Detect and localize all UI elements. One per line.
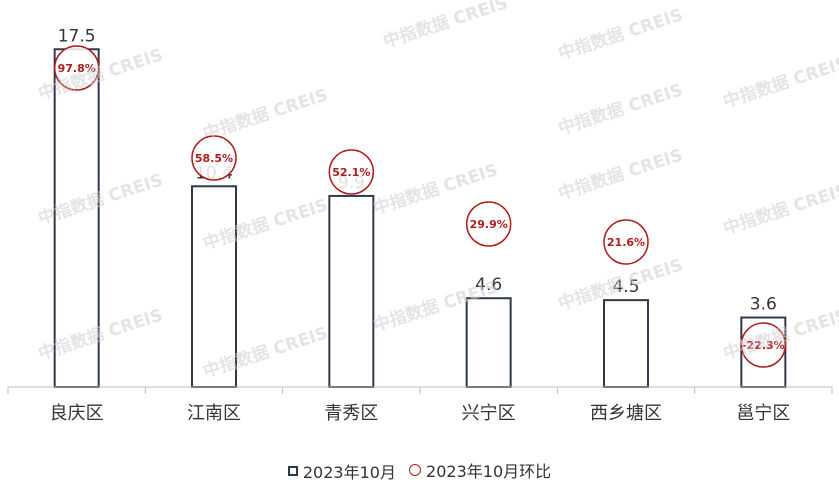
legend-item-circle: 2023年10月环比 [409, 458, 551, 482]
mom-circle [740, 322, 787, 368]
legend: 2023年10月 2023年10月环比 [0, 458, 839, 483]
bar-2 [191, 185, 237, 388]
mom-label: 21.6% [607, 236, 645, 249]
x-tick-label: 邕宁区 [736, 403, 790, 424]
mom-label: 97.8% [58, 62, 96, 75]
mom-circle [603, 219, 649, 265]
x-tick-label: 良庆区 [50, 403, 104, 424]
legend-circle-label: 2023年10月环比 [426, 462, 552, 481]
x-axis: 良庆区 江南区 青秀区 兴宁区 西乡塘区 邕宁区 [7, 386, 833, 424]
bar-value-label: 17.5 [58, 26, 96, 46]
legend-bar-swatch [287, 466, 298, 476]
mom-circle [53, 45, 100, 91]
mom-label: 58.5% [195, 152, 233, 165]
legend-item-bar: 2023年10月 [287, 459, 396, 483]
x-tick-label: 兴宁区 [462, 403, 516, 424]
mom-label: 52.1% [332, 166, 370, 179]
bar-3 [328, 194, 375, 388]
bar-value-label: 4.5 [612, 277, 639, 297]
x-tick-label: 青秀区 [324, 403, 378, 424]
mom-circle [465, 201, 512, 247]
bar-5 [603, 299, 649, 388]
mom-label: 29.9% [470, 218, 508, 231]
mom-label: -22.3% [742, 339, 785, 352]
legend-circle-swatch [409, 464, 422, 476]
mom-circle [328, 149, 375, 195]
bar-4 [465, 297, 512, 388]
legend-bar-label: 2023年10月 [302, 463, 396, 482]
bar-1 [53, 48, 100, 388]
x-tick-label: 西乡塘区 [590, 403, 662, 424]
mom-circles-layer: 97.8% 58.5% 52.1% 29.9% 21.6% -22.3% [53, 45, 787, 368]
bar-value-label: 4.6 [475, 275, 502, 295]
x-tick-label: 江南区 [187, 403, 241, 424]
bar-value-label: 3.6 [750, 295, 777, 315]
mom-circle [191, 135, 237, 181]
